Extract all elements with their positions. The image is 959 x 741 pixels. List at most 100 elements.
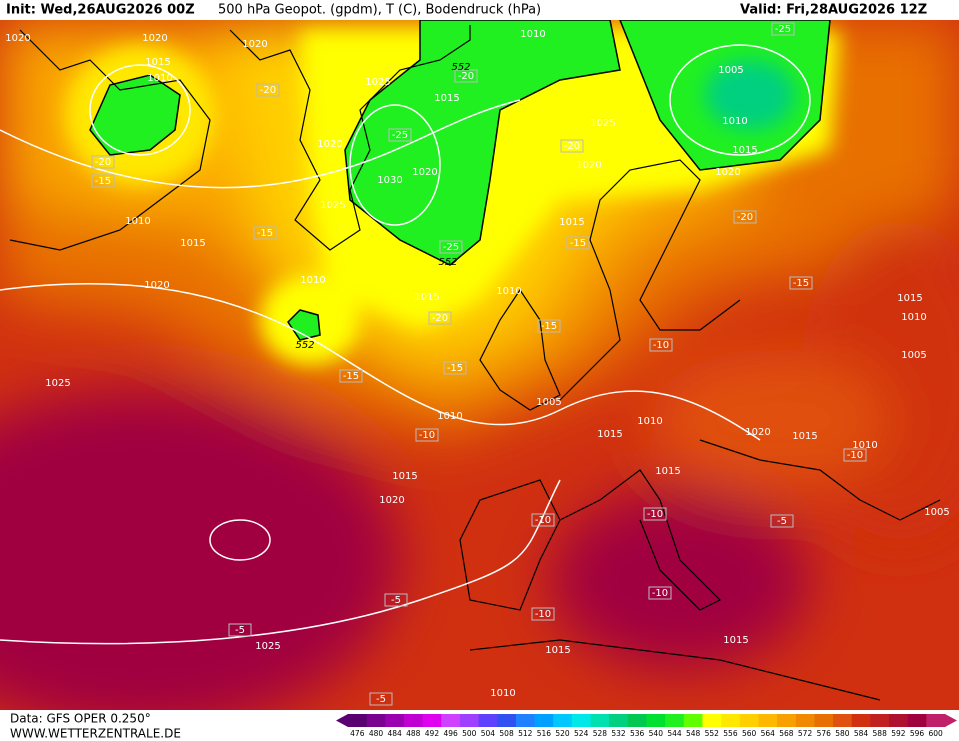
pressure-label: 1015 [145, 57, 170, 68]
pressure-label: 1020 [142, 33, 167, 44]
temperature-label-box [91, 174, 115, 188]
colorbar-label: 568 [779, 729, 794, 738]
colorbar-cell [907, 714, 927, 727]
temperature-label-box [843, 448, 867, 462]
pressure-label: 1005 [536, 397, 561, 408]
pressure-label: 1010 [852, 440, 877, 451]
temperature-label: -15 [541, 321, 557, 332]
colorbar-cell [758, 714, 778, 727]
pressure-label: 1020 [144, 280, 169, 291]
colorbar-arrow-left [336, 714, 348, 727]
colorbar-label: 480 [369, 729, 384, 738]
pressure-label: 1020 [412, 167, 437, 178]
green-zone [344, 20, 621, 266]
cyan-zone [705, 60, 795, 130]
colorbar-cell [851, 714, 871, 727]
colorbar-label: 512 [518, 729, 533, 738]
temperature-label: -20 [737, 212, 753, 223]
temperature-label-box [733, 210, 757, 224]
pressure-label: 1005 [718, 65, 743, 76]
coastlines [9, 25, 941, 701]
pressure-label: 1015 [897, 293, 922, 304]
colorbar-label: 524 [574, 729, 589, 738]
colorbar-label: 552 [705, 729, 720, 738]
temperature-label: -25 [392, 130, 408, 141]
pressure-label: 1010 [437, 411, 462, 422]
pressure-label: 1015 [434, 93, 459, 104]
header-bar [0, 0, 959, 20]
pressure-label: 1010 [496, 286, 521, 297]
temperature-label: -15 [447, 363, 463, 374]
colorbar-cell [739, 714, 759, 727]
temperature-label-box [649, 338, 673, 352]
colorbar-label: 596 [910, 729, 925, 738]
temperature-label: -20 [458, 71, 474, 82]
colorbar-label: 556 [723, 729, 738, 738]
colorbar-cell [441, 714, 461, 727]
pressure-label: 1020 [317, 139, 342, 150]
pressure-label: 1025 [320, 200, 345, 211]
temperature-label: -20 [564, 141, 580, 152]
temperature-label-box [566, 236, 590, 250]
colorbar-label: 536 [630, 729, 645, 738]
temperature-label-box [537, 319, 561, 333]
temperature-label: -5 [777, 516, 787, 527]
temperature-label: -15 [95, 176, 111, 187]
pressure-label: 1015 [732, 145, 757, 156]
temperature-label: -10 [652, 588, 668, 599]
pressure-label: 1020 [242, 39, 267, 50]
pressure-label: 1005 [901, 350, 926, 361]
pressure-label: 1015 [559, 217, 584, 228]
pressure-label: 1015 [180, 238, 205, 249]
pressure-label: 1015 [392, 471, 417, 482]
colorbar-cell [553, 714, 573, 727]
pressure-label: 1010 [125, 216, 150, 227]
colorbar-label: 584 [854, 729, 869, 738]
height-label: 552 [438, 257, 457, 268]
temperature-label: -15 [793, 278, 809, 289]
colorbar-cell [478, 714, 498, 727]
colorbar: 476 480 484 488 492 496 500 504 508 512 516 520 524 5… [336, 714, 957, 738]
colorbar-label: 564 [761, 729, 776, 738]
temperature-label-box [91, 155, 115, 169]
colorbar-cell [833, 714, 853, 727]
pressure-label: 1015 [723, 635, 748, 646]
colorbar-label: 600 [929, 729, 944, 738]
temperature-label: -20 [260, 85, 276, 96]
pressure-label: 1005 [924, 507, 949, 518]
colorbar-cell [627, 714, 647, 727]
pressure-label: 1020 [5, 33, 30, 44]
colorbar-label: 488 [406, 729, 421, 738]
colorbar-cell [534, 714, 554, 727]
temperature-label-box [256, 83, 280, 97]
temperature-label-box [369, 692, 393, 706]
colorbar-arrow-right [945, 714, 957, 727]
temperature-label: -10 [847, 450, 863, 461]
colorbar-label: 572 [798, 729, 813, 738]
temperature-label: -5 [391, 595, 401, 606]
colorbar-cell [515, 714, 536, 727]
pressure-label: 1020 [576, 160, 601, 171]
colorbar-cell [683, 714, 703, 727]
pressure-label: 1010 [300, 275, 325, 286]
temperature-label-box [439, 240, 463, 254]
temperature-label: -10 [535, 609, 551, 620]
colorbar-label: 576 [817, 729, 832, 738]
colorbar-cell [646, 714, 666, 727]
field-zone [0, 390, 400, 710]
temperature-label: -20 [95, 157, 111, 168]
pressure-label: 1025 [365, 77, 390, 88]
temperature-label: -10 [647, 509, 663, 520]
temperature-label-box [531, 607, 555, 621]
temperature-label-box [454, 69, 478, 83]
temperature-label-box [771, 22, 795, 36]
colorbar-cell [609, 714, 629, 727]
colorbar-label: 484 [387, 729, 402, 738]
colorbar-cell [497, 714, 517, 727]
pressure-label: 1015 [792, 431, 817, 442]
colorbar-label: 588 [873, 729, 888, 738]
temperature-label-box [384, 593, 408, 607]
pressure-label: 1010 [637, 416, 662, 427]
colorbar-label: 496 [443, 729, 458, 738]
pressure-label: 1020 [745, 427, 770, 438]
